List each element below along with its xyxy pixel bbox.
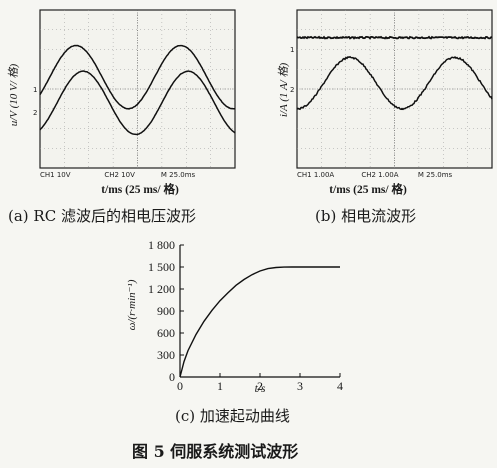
panel-c-ytick-label: 1 800 (148, 238, 175, 252)
panel-c-xtick-label: 1 (217, 379, 223, 393)
panel-c-ytick-label: 1 200 (148, 282, 175, 296)
panel-b-time-readout: M 25.0ms (418, 171, 453, 179)
panel-b-trace-ch2 (296, 55, 493, 111)
panel-c-ytick-label: 0 (169, 370, 175, 384)
panel-b-chart: i/A (1 A/ 格) t/ms (25 ms/ 格) 1 2 CH1 1.00A… (277, 9, 493, 196)
panel-c-ylabel: ω/(r·min⁻¹) (126, 279, 138, 330)
panel-a-chart: u/V (10 V/ 格) t/ms (25 ms/ 格) 1 2 CH1 10V C… (7, 9, 236, 196)
panel-a-time-readout: M 25.0ms (161, 171, 196, 179)
panel-a-ch2-readout: CH2 10V (104, 171, 135, 179)
panel-a: u/V (10 V/ 格) t/ms (25 ms/ 格) 1 2 CH1 10V C… (0, 0, 260, 230)
panel-c-ytick-label: 900 (157, 304, 175, 318)
panel-c-caption: (c) 加速起动曲线 (175, 407, 290, 425)
panel-b-marker-2: 2 (290, 86, 294, 94)
panel-a-ch1-readout: CH1 10V (40, 171, 71, 179)
panel-a-ylabel: u/V (10 V/ 格) (7, 63, 20, 126)
figure-title: 图 5 伺服系统测试波形 (132, 442, 299, 461)
panel-b: i/A (1 A/ 格) t/ms (25 ms/ 格) 1 2 CH1 1.00A… (260, 0, 497, 230)
panel-c-ytick-label: 600 (157, 326, 175, 340)
panel-b-marker-1: 1 (290, 46, 294, 54)
panel-c-speed-curve (179, 266, 340, 378)
panel-a-marker-2: 2 (33, 109, 37, 117)
panel-c-ytick-label: 300 (157, 348, 175, 362)
panel-a-marker-1: 1 (33, 86, 37, 94)
panel-a-trace-ch1 (39, 44, 236, 110)
panel-b-ch1-readout: CH1 1.00A (297, 171, 334, 179)
panel-c: ω/(r·min⁻¹) t/s 0 1 2 3 4 0 300 600 900 1 200 1 50… (100, 230, 400, 430)
panel-b-xlabel: t/ms (25 ms/ 格) (329, 182, 407, 196)
panel-a-trace-ch2 (39, 70, 236, 136)
panel-b-ch2-readout: CH2 1.00A (361, 171, 398, 179)
panel-c-xtick-label: 3 (297, 379, 303, 393)
panel-c-ytick-label: 1 500 (148, 260, 175, 274)
panel-c-chart: ω/(r·min⁻¹) t/s 0 1 2 3 4 0 300 600 900 1 200 1 50… (126, 238, 343, 395)
panel-a-xlabel: t/ms (25 ms/ 格) (101, 182, 179, 196)
panel-b-caption: (b) 相电流波形 (315, 207, 417, 225)
panel-c-xtick-label: 2 (257, 379, 263, 393)
panel-c-xtick-label: 4 (337, 379, 343, 393)
panel-a-caption: (a) RC 滤波后的相电压波形 (8, 207, 196, 225)
panel-c-xlabel: t/s (255, 383, 266, 395)
panel-b-ylabel: i/A (1 A/ 格) (277, 63, 290, 118)
panel-b-trace-ch1 (296, 35, 493, 40)
panel-c-xtick-label: 0 (177, 379, 183, 393)
